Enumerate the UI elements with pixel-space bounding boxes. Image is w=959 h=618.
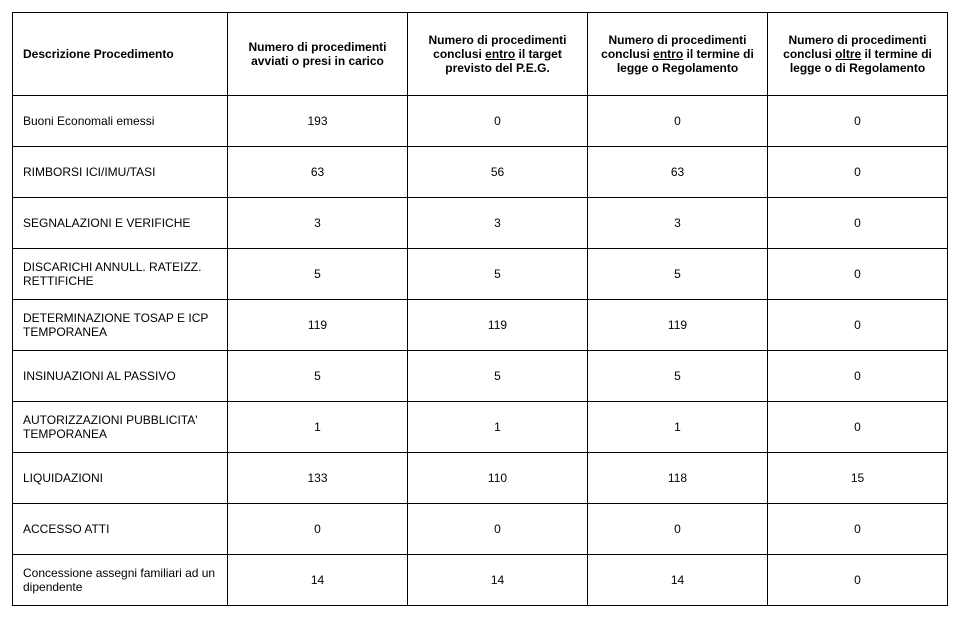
header-col3-u: entro [653,47,683,61]
row-label: INSINUAZIONI AL PASSIVO [13,351,228,402]
row-value: 0 [768,300,948,351]
header-col4: Numero di procedimenti conclusi oltre il… [768,13,948,96]
row-label: ACCESSO ATTI [13,504,228,555]
table-body: Buoni Economali emessi193000RIMBORSI ICI… [13,96,948,606]
row-value: 0 [408,96,588,147]
row-value: 110 [408,453,588,504]
row-value: 193 [228,96,408,147]
table-row: LIQUIDAZIONI13311011815 [13,453,948,504]
row-value: 14 [228,555,408,606]
row-value: 5 [408,249,588,300]
header-col0: Descrizione Procedimento [13,13,228,96]
row-value: 0 [588,504,768,555]
report-table: Descrizione Procedimento Numero di proce… [12,12,948,606]
row-label: Buoni Economali emessi [13,96,228,147]
row-value: 1 [408,402,588,453]
row-value: 0 [768,147,948,198]
table-row: AUTORIZZAZIONI PUBBLICITA' TEMPORANEA111… [13,402,948,453]
row-value: 15 [768,453,948,504]
header-col3: Numero di procedimenti conclusi entro il… [588,13,768,96]
row-value: 119 [408,300,588,351]
row-value: 3 [588,198,768,249]
row-value: 0 [768,96,948,147]
row-value: 3 [408,198,588,249]
row-label: SEGNALAZIONI E VERIFICHE [13,198,228,249]
row-value: 0 [588,96,768,147]
header-col1: Numero di procedimenti avviati o presi i… [228,13,408,96]
row-value: 0 [768,351,948,402]
row-value: 14 [408,555,588,606]
header-col4-u: oltre [835,47,861,61]
header-row: Descrizione Procedimento Numero di proce… [13,13,948,96]
row-value: 5 [408,351,588,402]
row-value: 119 [588,300,768,351]
row-label: Concessione assegni familiari ad un dipe… [13,555,228,606]
row-value: 1 [588,402,768,453]
row-value: 5 [588,249,768,300]
row-label: RIMBORSI ICI/IMU/TASI [13,147,228,198]
row-value: 14 [588,555,768,606]
row-value: 1 [228,402,408,453]
row-value: 63 [588,147,768,198]
row-value: 133 [228,453,408,504]
row-value: 119 [228,300,408,351]
row-value: 0 [408,504,588,555]
row-value: 0 [768,402,948,453]
table-head: Descrizione Procedimento Numero di proce… [13,13,948,96]
row-value: 0 [768,555,948,606]
header-col2: Numero di procedimenti conclusi entro il… [408,13,588,96]
row-value: 118 [588,453,768,504]
row-value: 5 [228,249,408,300]
row-label: DETERMINAZIONE TOSAP E ICP TEMPORANEA [13,300,228,351]
table-row: SEGNALAZIONI E VERIFICHE3330 [13,198,948,249]
row-value: 0 [228,504,408,555]
row-value: 0 [768,249,948,300]
row-value: 5 [588,351,768,402]
report-container: Descrizione Procedimento Numero di proce… [12,12,947,606]
table-row: DISCARICHI ANNULL. RATEIZZ. RETTIFICHE55… [13,249,948,300]
row-label: AUTORIZZAZIONI PUBBLICITA' TEMPORANEA [13,402,228,453]
row-value: 5 [228,351,408,402]
table-row: ACCESSO ATTI0000 [13,504,948,555]
table-row: Buoni Economali emessi193000 [13,96,948,147]
table-row: INSINUAZIONI AL PASSIVO5550 [13,351,948,402]
table-row: DETERMINAZIONE TOSAP E ICP TEMPORANEA119… [13,300,948,351]
table-row: Concessione assegni familiari ad un dipe… [13,555,948,606]
row-value: 0 [768,198,948,249]
header-col2-u: entro [485,47,515,61]
row-label: LIQUIDAZIONI [13,453,228,504]
row-value: 63 [228,147,408,198]
row-label: DISCARICHI ANNULL. RATEIZZ. RETTIFICHE [13,249,228,300]
row-value: 56 [408,147,588,198]
row-value: 0 [768,504,948,555]
row-value: 3 [228,198,408,249]
table-row: RIMBORSI ICI/IMU/TASI6356630 [13,147,948,198]
